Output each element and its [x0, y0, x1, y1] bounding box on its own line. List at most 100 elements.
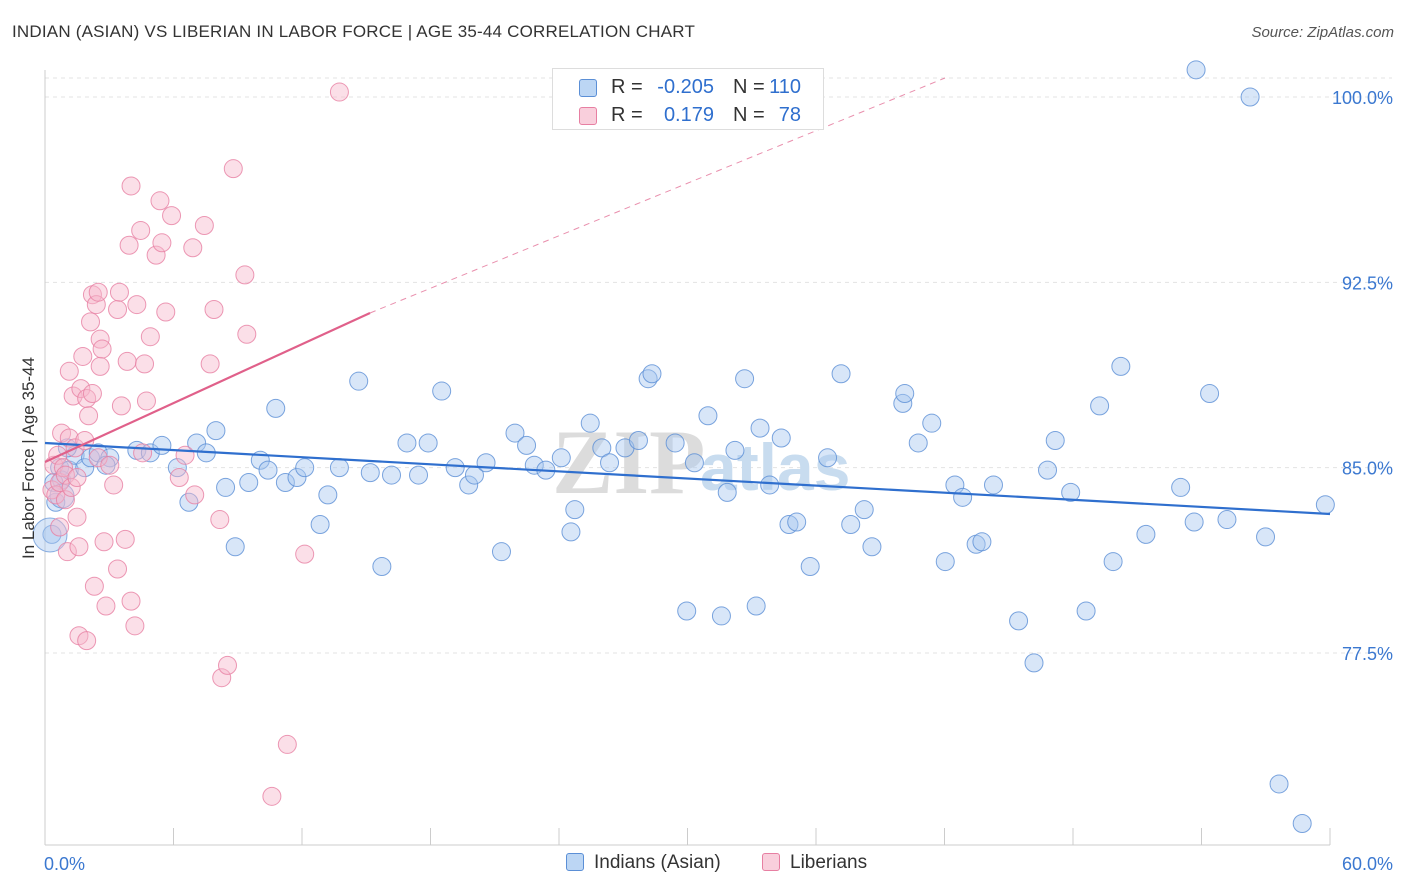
point-indians-asian — [818, 448, 838, 468]
point-indians-asian — [800, 557, 820, 577]
legend-n-label: N = — [733, 104, 765, 126]
point-liberian — [237, 324, 257, 344]
point-indians-asian — [476, 453, 496, 473]
point-indians-asian — [711, 606, 731, 626]
point-liberian — [71, 379, 91, 399]
chart-title: INDIAN (ASIAN) VS LIBERIAN IN LABOR FORC… — [12, 22, 696, 41]
point-liberian — [162, 206, 182, 226]
point-liberian — [111, 396, 131, 416]
point-liberian — [59, 361, 79, 381]
point-indians-asian — [862, 537, 882, 557]
point-liberian — [127, 295, 147, 315]
point-indians-asian — [779, 515, 799, 535]
point-indians-asian — [258, 460, 278, 480]
point-liberian — [146, 245, 166, 265]
point-liberian — [54, 458, 74, 478]
point-liberian — [135, 354, 155, 374]
point-liberian — [152, 233, 172, 253]
point-liberian — [212, 668, 232, 688]
point-indians-asian — [580, 413, 600, 433]
point-indians-asian — [893, 393, 913, 413]
axes — [44, 70, 1331, 846]
point-liberian — [59, 428, 79, 448]
point-liberian — [73, 346, 93, 366]
point-liberian — [125, 616, 145, 636]
point-liberian — [67, 468, 87, 488]
point-indians-asian — [1269, 774, 1289, 794]
point-liberian — [115, 529, 135, 549]
point-liberian — [90, 329, 110, 349]
point-indians-asian — [698, 406, 718, 426]
point-indians-asian — [725, 440, 745, 460]
point-indians-asian — [505, 423, 525, 443]
point-indians-asian — [565, 500, 585, 520]
point-indians-asian — [1184, 512, 1204, 532]
point-indians-asian — [1200, 384, 1220, 404]
point-indians-asian — [665, 433, 685, 453]
point-indians-asian — [318, 485, 338, 505]
x-tick-label-max: 60.0% — [1342, 854, 1393, 874]
point-liberian — [295, 544, 315, 564]
legend-r-label: R = — [611, 76, 643, 98]
point-liberian — [136, 391, 156, 411]
point-indians-asian — [1038, 460, 1058, 480]
point-liberian — [200, 354, 220, 374]
point-liberian — [117, 351, 137, 371]
point-indians-asian — [746, 596, 766, 616]
point-indians-asian — [908, 433, 928, 453]
legend-swatch-blue — [579, 79, 597, 97]
point-indians-asian — [760, 475, 780, 495]
point-indians-asian — [216, 477, 236, 497]
point-liberian — [88, 282, 108, 302]
point-liberian — [109, 282, 129, 302]
point-liberian — [262, 786, 282, 806]
point-indians-asian — [275, 472, 295, 492]
point-liberian — [55, 490, 75, 510]
point-indians-asian — [895, 384, 915, 404]
point-indians-asian — [32, 517, 68, 553]
point-indians-asian — [787, 512, 807, 532]
y-tick-label: 85.0% — [1342, 459, 1393, 479]
point-indians-asian — [44, 472, 64, 492]
point-indians-asian — [642, 364, 662, 384]
point-liberian — [121, 176, 141, 196]
point-indians-asian — [983, 475, 1003, 495]
point-indians-asian — [372, 557, 392, 577]
bottom-legend-swatch-pink — [762, 853, 780, 871]
legend-r-value: -0.205 — [657, 76, 714, 98]
point-liberian — [133, 443, 153, 463]
point-indians-asian — [841, 515, 861, 535]
point-indians-asian — [1240, 87, 1260, 107]
point-indians-asian — [1061, 482, 1081, 502]
point-indians-asian — [1136, 524, 1156, 544]
bottom-legend-label: Liberians — [790, 852, 868, 873]
legend: R = -0.205 N = 110 R = 0.179 N = 78 — [552, 68, 824, 130]
point-indians-asian — [1103, 552, 1123, 572]
point-indians-asian — [360, 463, 380, 483]
point-indians-asian — [592, 438, 612, 458]
y-tick-label: 100.0% — [1332, 88, 1393, 108]
point-liberian — [194, 215, 214, 235]
point-indians-asian — [239, 472, 259, 492]
point-indians-asian — [1045, 430, 1065, 450]
point-indians-asian — [75, 458, 95, 478]
grid — [45, 77, 1392, 654]
point-indians-asian — [600, 453, 620, 473]
point-indians-asian — [1111, 356, 1131, 376]
point-liberian — [88, 448, 108, 468]
point-indians-asian — [382, 465, 402, 485]
point-liberian — [55, 465, 75, 485]
point-liberian — [104, 475, 124, 495]
point-indians-asian — [459, 475, 479, 495]
legend-n-value: 78 — [778, 104, 801, 126]
point-liberian — [86, 295, 106, 315]
point-indians-asian — [831, 364, 851, 384]
trend-extension-liberians — [369, 77, 946, 314]
point-liberian — [92, 339, 112, 359]
point-liberian — [96, 596, 116, 616]
point-indians-asian — [771, 428, 791, 448]
point-liberian — [121, 591, 141, 611]
point-liberian — [77, 631, 97, 651]
trend-line-liberians — [44, 312, 371, 463]
legend-swatch-pink — [579, 107, 597, 125]
